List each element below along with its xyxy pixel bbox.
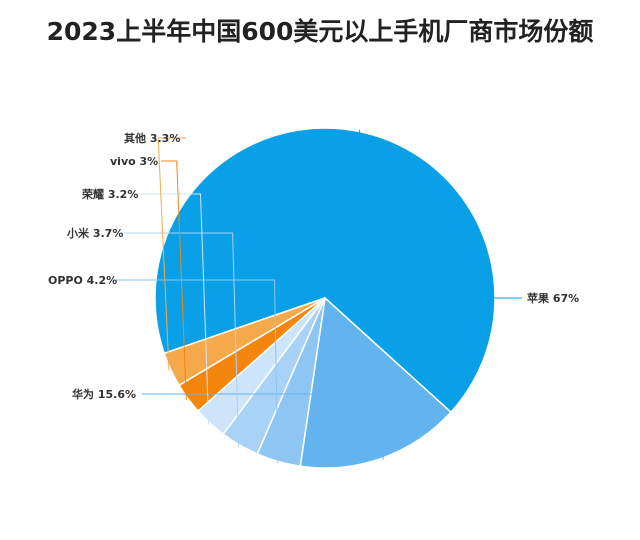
leader-line-5 — [161, 160, 187, 400]
slice-label-4: 荣耀 3.2% — [81, 187, 138, 201]
slice-label-5: vivo 3% — [110, 155, 158, 168]
slice-label-0: 苹果 67% — [527, 291, 579, 305]
leader-line-3 — [124, 232, 240, 447]
leader-line-1 — [142, 393, 388, 460]
leader-line-4 — [139, 193, 210, 425]
leader-line-0 — [359, 129, 522, 299]
slice-label-3: 小米 3.7% — [66, 226, 123, 240]
slice-labels: 苹果 67% 华为 15.6% OPPO 4.2% 小米 3.7% 荣耀 3.2% viv… — [48, 131, 579, 401]
slice-label-2: OPPO 4.2% — [48, 274, 117, 287]
pie-slice-1 — [299, 296, 452, 469]
leader-lines — [114, 129, 522, 464]
leader-line-6 — [157, 137, 186, 371]
pie-slices — [154, 127, 496, 469]
chart-title: 2023上半年中国600美元以上手机厂商市场份额 — [46, 17, 594, 46]
leader-line-2 — [114, 279, 279, 464]
pie-slice-6 — [163, 297, 326, 387]
slice-label-1: 华为 15.6% — [72, 387, 136, 401]
slice-label-6: 其他 3.3% — [124, 131, 180, 145]
